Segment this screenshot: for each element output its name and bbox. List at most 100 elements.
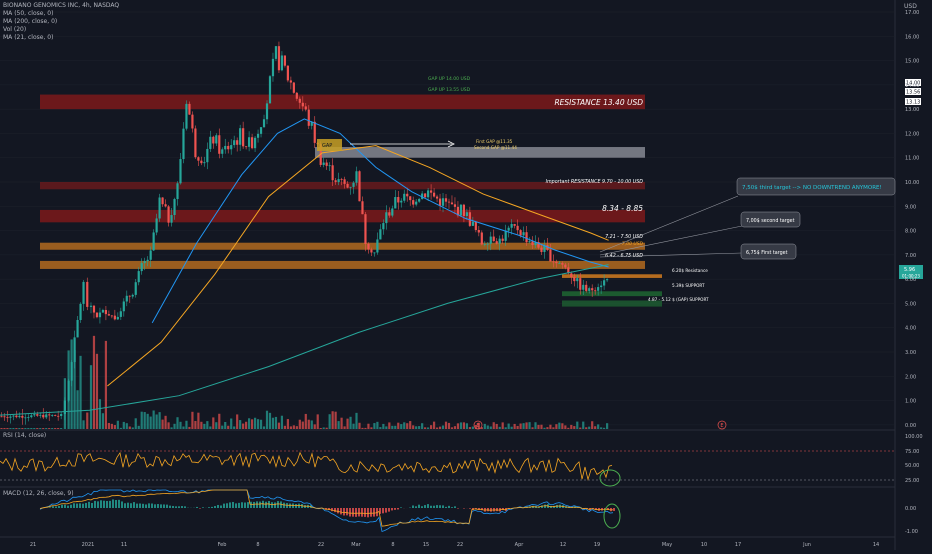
time-tick-label: 2021 — [82, 542, 95, 548]
macd-legend[interactable]: MACD (12, 26, close, 9) — [3, 490, 74, 498]
candle-body — [412, 200, 414, 204]
candle-body — [522, 232, 524, 235]
candle-body — [86, 282, 88, 307]
macd-histogram-bar — [217, 505, 219, 508]
volume-bar — [278, 423, 280, 429]
volume-bar — [379, 427, 381, 429]
macd-histogram-bar — [70, 505, 72, 508]
current-price: 5.96 — [904, 267, 915, 273]
volume-bar — [472, 427, 474, 429]
volume-bar — [403, 422, 405, 429]
candle-body — [144, 261, 146, 263]
macd-histogram-bar — [136, 504, 138, 508]
candle-body — [475, 222, 477, 230]
volume-bar — [206, 421, 208, 429]
volume-bar — [382, 424, 384, 429]
candle-body — [525, 232, 527, 242]
macd-histogram-bar — [220, 505, 222, 508]
volume-bar — [129, 427, 131, 429]
volume-bar — [239, 420, 241, 429]
volume-bar — [188, 427, 190, 429]
volume-bar — [164, 416, 166, 429]
volume-bar — [352, 424, 354, 429]
candle-body — [388, 212, 390, 215]
rsi-tick: 75.00 — [905, 449, 919, 455]
rsi-tick: 50.00 — [905, 463, 919, 469]
indicator-legend-ma50[interactable]: MA (50, close, 0) — [3, 10, 53, 18]
macd-histogram-bar — [148, 503, 150, 508]
volume-bar — [90, 365, 92, 429]
price-tick-label: 8.00 — [905, 229, 916, 235]
macd-histogram-bar — [100, 500, 102, 508]
volume-bar — [320, 428, 322, 429]
macd-histogram-bar — [169, 506, 171, 508]
candle-body — [150, 250, 152, 259]
price-tick-label: 10.00 — [905, 180, 919, 186]
volume-bar — [531, 427, 533, 429]
volume-bar — [460, 422, 462, 429]
price-zone — [562, 291, 662, 296]
volume-bar — [86, 413, 88, 429]
volume-bar — [105, 341, 107, 429]
volume-bar — [439, 427, 441, 429]
macd-histogram-bar — [235, 503, 237, 508]
volume-bar — [108, 423, 110, 429]
volume-bar — [409, 421, 411, 429]
time-tick-label: Jun — [802, 542, 811, 548]
macd-histogram-bar — [103, 501, 105, 508]
volume-bar — [173, 424, 175, 429]
price-tick-label: 16.00 — [905, 34, 919, 40]
candle-body — [182, 129, 184, 159]
time-tick-label: 17 — [735, 542, 741, 548]
volume-bar — [114, 425, 116, 429]
candle-body — [576, 278, 578, 281]
candle-body — [463, 205, 465, 216]
volume-bar — [284, 426, 286, 429]
macd-histogram-bar — [76, 504, 78, 508]
price-zone — [562, 301, 662, 307]
candle-body — [79, 304, 81, 320]
volume-bar — [594, 426, 596, 429]
candle-body — [487, 244, 489, 245]
volume-bar — [45, 428, 47, 429]
third-target-text: 7,50$ third target --> NO DOWNTREND ANYM… — [742, 185, 882, 191]
macd-histogram-bar — [124, 503, 126, 508]
candle-body — [531, 241, 533, 245]
macd-histogram-bar — [349, 508, 351, 517]
volume-bar — [546, 427, 548, 429]
candle-body — [573, 277, 575, 281]
candle-body — [373, 252, 375, 253]
volume-bar — [424, 427, 426, 429]
symbol-title[interactable]: BIONANO GENOMICS INC, 4h, NASDAQ — [3, 2, 119, 10]
rsi-legend[interactable]: RSI (14, close) — [3, 432, 46, 440]
price-tick-label: 0.00 — [905, 423, 916, 429]
indicator-legend-ma21[interactable]: MA (21, close, 0) — [3, 34, 53, 42]
candle-body — [493, 237, 495, 242]
indicator-legend-ma200[interactable]: MA (200, close, 0) — [3, 18, 57, 26]
candle-body — [561, 263, 563, 265]
volume-bar — [564, 425, 566, 429]
price-zone — [40, 243, 645, 250]
indicator-legend-vol[interactable]: Vol (20) — [3, 26, 26, 34]
price-tick-label: 15.00 — [905, 59, 919, 65]
resistance-1340-label: RESISTANCE 13.40 USD — [554, 98, 643, 107]
macd-histogram-bar — [49, 507, 51, 508]
candle-body — [305, 106, 307, 109]
candle-body — [514, 224, 516, 226]
volume-bar — [161, 420, 163, 429]
candle-body — [161, 197, 163, 204]
volume-bar — [102, 413, 104, 429]
macd-histogram-bar — [127, 503, 129, 508]
candle-body — [370, 249, 372, 252]
candle-body — [197, 157, 199, 160]
candle-body — [394, 197, 396, 208]
candle-body — [302, 103, 304, 107]
time-tick-label: 22 — [318, 542, 324, 548]
candle-body — [511, 224, 513, 228]
candle-body — [191, 115, 193, 129]
candle-body — [481, 232, 483, 244]
candle-body — [126, 296, 128, 302]
candle-body — [105, 310, 107, 314]
